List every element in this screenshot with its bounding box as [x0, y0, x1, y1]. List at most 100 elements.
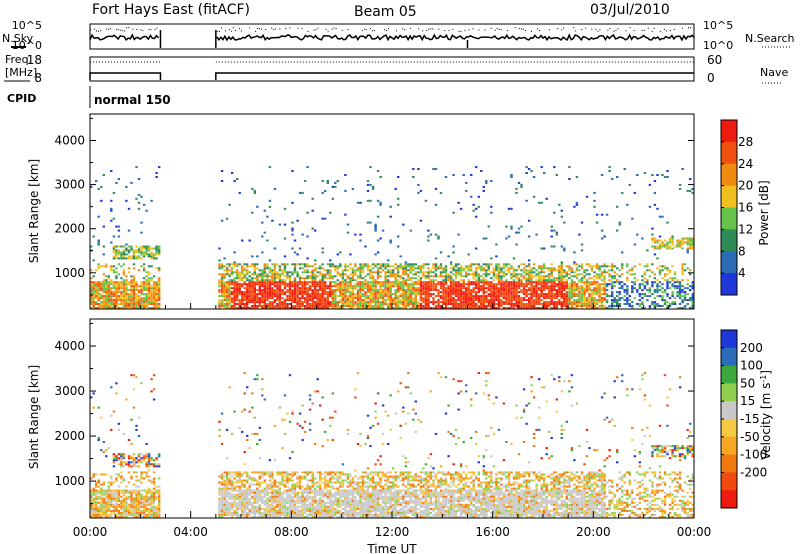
heatmap-cell [608, 305, 611, 307]
heatmap-cell [402, 291, 405, 294]
heatmap-cell [540, 293, 543, 296]
heatmap-cell [120, 455, 123, 458]
heatmap-cell [487, 305, 490, 307]
heatmap-cell [558, 283, 561, 286]
heatmap-cell [120, 293, 123, 296]
heatmap-cell [155, 257, 158, 260]
heatmap-cell [429, 233, 433, 236]
heatmap-cell [308, 285, 312, 288]
heatmap-cell [218, 285, 221, 288]
heatmap-cell [510, 291, 513, 294]
heatmap-cell [465, 297, 468, 300]
heatmap-cell [115, 291, 118, 294]
nsearch-point [265, 28, 267, 30]
heatmap-cell [459, 297, 463, 300]
heatmap-cell [92, 301, 95, 304]
heatmap-cell [432, 303, 435, 305]
heatmap-cell [258, 291, 261, 294]
heatmap-cell [364, 293, 367, 296]
heatmap-cell [354, 305, 357, 307]
heatmap-cell [218, 491, 221, 494]
heatmap-cell [618, 281, 621, 284]
heatmap-cell [110, 501, 113, 504]
heatmap-cell [258, 303, 261, 305]
heatmap-cell [477, 277, 480, 280]
heatmap-cell [263, 283, 266, 286]
heatmap-cell [452, 305, 455, 307]
heatmap-cell [500, 289, 503, 292]
heatmap-cell [100, 489, 103, 492]
heatmap-cell [457, 273, 460, 276]
heatmap-cell [595, 299, 599, 302]
heatmap-cell [306, 275, 309, 278]
heatmap-cell [218, 505, 221, 508]
heatmap-cell [346, 289, 350, 292]
heatmap-cell [253, 293, 256, 296]
heatmap-cell [150, 497, 153, 500]
heatmap-cell [115, 277, 118, 280]
heatmap-cell [90, 185, 93, 188]
heatmap-cell [626, 279, 629, 282]
heatmap-cell [490, 283, 493, 286]
heatmap-cell [92, 513, 95, 516]
heatmap-cell [379, 301, 382, 304]
heatmap-cell [477, 297, 480, 300]
heatmap-cell [553, 289, 556, 292]
heatmap-cell [132, 291, 136, 294]
heatmap-cell [364, 295, 367, 298]
heatmap-cell [447, 255, 450, 258]
heatmap-cell [92, 509, 95, 512]
heatmap-cell [475, 273, 478, 276]
heatmap-cell [442, 269, 445, 272]
heatmap-cell [137, 497, 141, 500]
heatmap-cell [142, 263, 146, 266]
heatmap-cell [580, 293, 584, 296]
heatmap-cell [399, 287, 402, 290]
heatmap-cell [102, 283, 105, 286]
heatmap-cell [600, 237, 604, 240]
heatmap-cell [374, 265, 377, 268]
heatmap-cell [598, 295, 601, 298]
nsearch-point [460, 30, 462, 32]
heatmap-cell [535, 301, 538, 304]
heatmap-cell [147, 295, 151, 298]
colorbar-swatch [721, 120, 737, 143]
heatmap-cell [326, 297, 329, 300]
heatmap-cell [228, 295, 231, 298]
heatmap-cell [580, 299, 584, 302]
heatmap-cell [236, 479, 239, 482]
heatmap-cell [95, 293, 98, 296]
heatmap-cell [283, 269, 287, 272]
heatmap-cell [132, 253, 136, 256]
heatmap-cell [590, 295, 594, 298]
heatmap-cell [465, 265, 468, 268]
heatmap-cell [223, 501, 226, 504]
heatmap-cell [120, 251, 123, 254]
heatmap-cell [384, 303, 387, 305]
heatmap-cell [100, 297, 103, 300]
heatmap-cell [152, 293, 156, 296]
heatmap-cell [548, 303, 551, 305]
heatmap-cell [132, 406, 136, 409]
heatmap-cell [510, 289, 513, 292]
heatmap-cell [137, 509, 141, 512]
heatmap-cell [419, 303, 423, 305]
nsearch-point [110, 28, 112, 30]
heatmap-cell [583, 299, 586, 302]
heatmap-cell [553, 283, 556, 286]
heatmap-cell [585, 273, 589, 276]
heatmap-cell [507, 303, 511, 305]
heatmap-cell [132, 249, 136, 252]
heatmap-cell [150, 199, 153, 202]
nsearch-point [599, 29, 601, 31]
heatmap-cell [429, 271, 433, 274]
heatmap-cell [678, 287, 682, 290]
heatmap-cell [467, 299, 470, 302]
heatmap-cell [454, 301, 458, 304]
heatmap-cell [522, 291, 526, 294]
heatmap-cell [454, 273, 458, 276]
heatmap-cell [278, 289, 282, 292]
heatmap-cell [482, 273, 485, 276]
heatmap-cell [130, 289, 133, 292]
nsearch-point [581, 29, 583, 31]
